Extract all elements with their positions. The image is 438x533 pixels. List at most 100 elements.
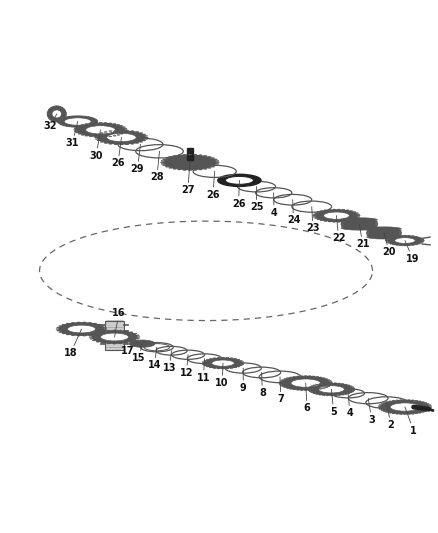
Ellipse shape xyxy=(130,341,133,342)
Ellipse shape xyxy=(101,342,104,343)
Text: 15: 15 xyxy=(132,344,146,364)
Ellipse shape xyxy=(411,245,414,246)
Ellipse shape xyxy=(161,162,164,163)
Ellipse shape xyxy=(313,215,316,216)
Ellipse shape xyxy=(58,116,98,127)
Ellipse shape xyxy=(307,389,311,390)
Ellipse shape xyxy=(164,155,216,169)
Text: 30: 30 xyxy=(89,130,103,161)
Ellipse shape xyxy=(172,157,208,167)
Ellipse shape xyxy=(341,226,378,230)
Ellipse shape xyxy=(313,216,316,217)
Ellipse shape xyxy=(162,159,166,160)
Ellipse shape xyxy=(101,331,104,332)
Ellipse shape xyxy=(320,211,323,212)
Ellipse shape xyxy=(291,379,321,387)
Ellipse shape xyxy=(389,236,421,245)
Ellipse shape xyxy=(329,383,332,384)
Ellipse shape xyxy=(96,332,99,333)
Ellipse shape xyxy=(114,130,117,131)
Ellipse shape xyxy=(78,125,81,126)
Ellipse shape xyxy=(206,359,209,360)
Ellipse shape xyxy=(134,340,137,341)
Ellipse shape xyxy=(117,134,120,135)
Ellipse shape xyxy=(94,334,97,335)
Ellipse shape xyxy=(280,385,283,386)
Ellipse shape xyxy=(396,236,399,237)
Ellipse shape xyxy=(319,394,322,395)
Ellipse shape xyxy=(97,134,100,135)
Ellipse shape xyxy=(286,387,290,389)
Ellipse shape xyxy=(407,414,410,415)
Ellipse shape xyxy=(95,137,98,138)
Ellipse shape xyxy=(240,361,244,362)
Ellipse shape xyxy=(77,335,80,336)
Ellipse shape xyxy=(81,134,84,135)
Ellipse shape xyxy=(337,221,340,222)
Ellipse shape xyxy=(181,160,199,165)
Polygon shape xyxy=(187,148,193,160)
Ellipse shape xyxy=(103,330,106,331)
Ellipse shape xyxy=(297,376,300,377)
Ellipse shape xyxy=(237,366,240,367)
Ellipse shape xyxy=(113,343,116,344)
Ellipse shape xyxy=(415,400,418,401)
Ellipse shape xyxy=(350,211,353,212)
Ellipse shape xyxy=(427,409,431,410)
Ellipse shape xyxy=(199,155,202,156)
Ellipse shape xyxy=(208,167,211,168)
Text: 4: 4 xyxy=(271,193,277,217)
Ellipse shape xyxy=(145,139,148,140)
Ellipse shape xyxy=(202,363,205,364)
Ellipse shape xyxy=(120,133,123,134)
Ellipse shape xyxy=(367,229,401,233)
Ellipse shape xyxy=(217,368,220,369)
Ellipse shape xyxy=(316,389,319,390)
Text: 7: 7 xyxy=(277,377,284,405)
Ellipse shape xyxy=(218,174,261,187)
Ellipse shape xyxy=(403,235,406,236)
Ellipse shape xyxy=(309,391,312,392)
Ellipse shape xyxy=(347,385,350,386)
Ellipse shape xyxy=(117,124,120,125)
Ellipse shape xyxy=(94,323,97,324)
Ellipse shape xyxy=(237,359,240,360)
Ellipse shape xyxy=(415,236,418,237)
Ellipse shape xyxy=(126,144,129,145)
Ellipse shape xyxy=(284,378,287,379)
Ellipse shape xyxy=(399,245,403,246)
Ellipse shape xyxy=(355,213,358,214)
Ellipse shape xyxy=(386,239,389,240)
Ellipse shape xyxy=(318,386,344,393)
Ellipse shape xyxy=(326,383,329,384)
Ellipse shape xyxy=(209,358,212,359)
Ellipse shape xyxy=(104,136,107,137)
Ellipse shape xyxy=(353,212,356,213)
Ellipse shape xyxy=(327,379,330,381)
Ellipse shape xyxy=(99,136,102,138)
Ellipse shape xyxy=(347,393,350,394)
Ellipse shape xyxy=(392,244,395,245)
Text: 11: 11 xyxy=(197,359,210,383)
Ellipse shape xyxy=(324,212,350,219)
Ellipse shape xyxy=(92,330,137,343)
Ellipse shape xyxy=(57,327,60,328)
Text: 32: 32 xyxy=(43,114,57,131)
Ellipse shape xyxy=(341,383,344,384)
Ellipse shape xyxy=(421,401,424,402)
Ellipse shape xyxy=(293,389,296,390)
Ellipse shape xyxy=(381,400,429,414)
Ellipse shape xyxy=(417,243,420,244)
Ellipse shape xyxy=(418,401,421,402)
Ellipse shape xyxy=(417,237,420,238)
Ellipse shape xyxy=(381,403,384,404)
Ellipse shape xyxy=(97,140,100,141)
Ellipse shape xyxy=(76,132,79,133)
Ellipse shape xyxy=(114,144,117,145)
Ellipse shape xyxy=(134,333,137,334)
Ellipse shape xyxy=(420,238,423,239)
Polygon shape xyxy=(105,321,124,350)
Text: 26: 26 xyxy=(111,138,125,168)
Ellipse shape xyxy=(421,239,424,240)
Ellipse shape xyxy=(140,141,143,142)
